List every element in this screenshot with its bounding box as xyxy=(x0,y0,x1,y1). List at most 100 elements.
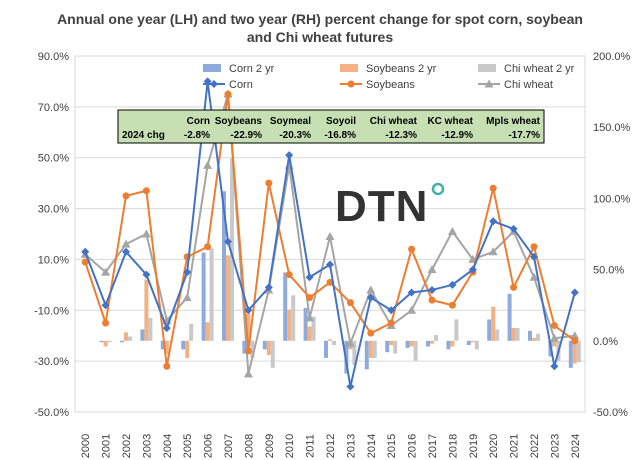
legend-label: Corn 2 yr xyxy=(229,63,275,75)
right-axis-tick-label: 200.0% xyxy=(593,51,631,63)
bar xyxy=(144,279,149,341)
left-axis-tick-label: -50.0% xyxy=(34,407,69,419)
x-axis-tick-label: 2010 xyxy=(284,434,296,458)
line-point xyxy=(203,160,213,169)
line-point xyxy=(243,369,253,378)
bar xyxy=(454,319,459,341)
line-point xyxy=(204,243,212,251)
bar xyxy=(385,340,390,353)
bar xyxy=(413,340,418,361)
line-point xyxy=(448,280,457,289)
line-point xyxy=(570,288,579,297)
legend-swatch xyxy=(478,64,496,72)
bar xyxy=(507,293,512,341)
line-point xyxy=(346,382,355,391)
bar xyxy=(511,327,516,341)
line-point xyxy=(570,331,580,340)
bar xyxy=(246,313,251,341)
bar xyxy=(189,323,194,341)
bar-series-chi-wheat-2-yr xyxy=(107,158,581,368)
line-point xyxy=(488,247,498,256)
bar xyxy=(364,340,369,370)
bar xyxy=(466,340,471,346)
x-axis-tick-label: 2023 xyxy=(549,434,561,458)
table-value-soybeans: -22.9% xyxy=(230,130,262,141)
bar xyxy=(124,332,128,341)
x-axis-tick-label: 2015 xyxy=(386,434,398,458)
line-point xyxy=(510,283,518,291)
bar xyxy=(352,340,357,366)
x-axis-tick-label: 2017 xyxy=(427,434,439,458)
bar xyxy=(405,340,410,348)
bar xyxy=(205,322,210,341)
bar xyxy=(103,340,108,347)
table-header-chi-wheat: Chi wheat xyxy=(370,116,418,127)
bar xyxy=(536,333,540,341)
line-point xyxy=(407,305,417,314)
legend-label: Chi wheat xyxy=(504,79,553,91)
line-point xyxy=(101,267,111,276)
line-point xyxy=(81,258,89,266)
line-point xyxy=(366,293,375,302)
bar xyxy=(393,340,398,354)
data-table-box xyxy=(117,109,545,144)
bar xyxy=(270,340,275,368)
line-point xyxy=(182,293,192,302)
bar xyxy=(107,340,112,343)
line-point xyxy=(305,273,314,282)
legend-label: Soybeans 2 yr xyxy=(366,63,437,75)
x-axis-tick-label: 2000 xyxy=(80,434,92,458)
table-value-corn: -2.8% xyxy=(184,130,210,141)
line-point xyxy=(509,224,518,233)
bar xyxy=(372,340,377,358)
table-row-label: 2024 chg xyxy=(122,130,165,141)
line-point xyxy=(101,301,110,310)
line-point xyxy=(81,247,90,256)
table-header-kc-wheat: KC wheat xyxy=(427,116,473,127)
line-point xyxy=(529,272,539,281)
bar xyxy=(487,319,492,341)
x-axis-tick-label: 2001 xyxy=(101,434,113,458)
line-point xyxy=(489,184,497,192)
legend-label: Chi wheat 2 yr xyxy=(504,63,575,75)
bar xyxy=(332,340,336,346)
table-header-corn: Corn xyxy=(187,116,210,127)
legend-swatch xyxy=(203,64,221,72)
right-axis-tick-label: 150.0% xyxy=(593,122,631,134)
x-axis-tick-label: 2022 xyxy=(529,434,541,458)
bar xyxy=(266,340,271,356)
table-header-soymeal: Soymeal xyxy=(270,116,311,127)
bar xyxy=(434,335,438,341)
bar xyxy=(128,336,132,341)
line-point xyxy=(367,329,375,337)
line-point xyxy=(387,319,395,327)
line-point xyxy=(549,333,559,342)
bar xyxy=(572,340,577,364)
right-axis-tick-label: 50.0% xyxy=(593,265,624,277)
line-point xyxy=(530,252,538,261)
bar xyxy=(185,340,190,358)
left-axis-tick-label: 70.0% xyxy=(38,102,69,114)
legend: Corn 2 yr Soybeans 2 yr Chi wheat 2 yr Corn… xyxy=(203,63,575,91)
x-axis-tick-label: 2018 xyxy=(447,434,459,458)
line-point xyxy=(408,245,416,253)
bar xyxy=(528,330,532,341)
bar xyxy=(568,340,573,368)
line-point xyxy=(326,260,334,269)
line-point xyxy=(163,362,171,370)
line-point xyxy=(285,151,294,160)
left-axis-tick-label: -10.0% xyxy=(34,305,69,317)
line-point xyxy=(224,237,232,246)
bar xyxy=(552,340,557,347)
table-value-kc-wheat: -12.9% xyxy=(441,130,473,141)
line-point xyxy=(122,247,130,256)
line-point xyxy=(428,285,436,294)
bar xyxy=(222,191,226,341)
bar xyxy=(140,329,145,341)
chart-title-line-2: and Chi wheat futures xyxy=(247,29,393,45)
x-axis-tick-label: 2020 xyxy=(488,434,500,458)
line-point xyxy=(305,313,315,322)
line-point xyxy=(448,301,456,309)
right-axis-tick-label: 0.0% xyxy=(593,336,618,348)
